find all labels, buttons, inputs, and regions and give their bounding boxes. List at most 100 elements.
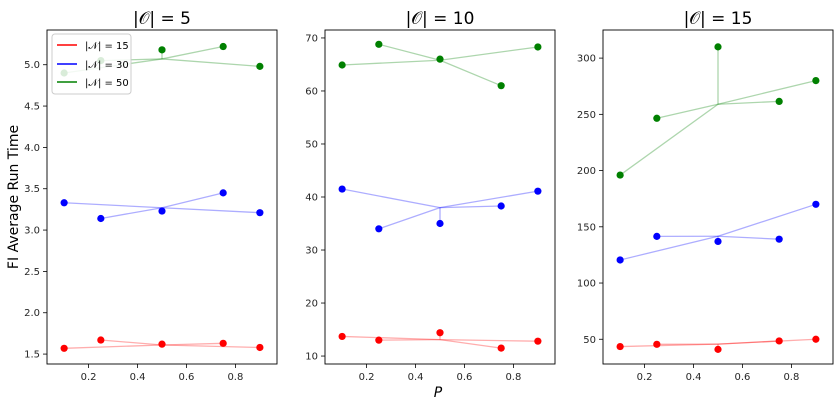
x-tick-label-o5-2: 0.6 xyxy=(179,372,195,383)
x-tick-label-o5-1: 0.4 xyxy=(130,372,146,383)
y-tick-label-o15-5: 300 xyxy=(577,54,596,65)
data-point-o10-n15-0 xyxy=(338,332,346,341)
y-tick-label-o10-2: 30 xyxy=(305,246,318,257)
data-point-o5-n15-2 xyxy=(158,340,166,348)
x-tick-label-o15-0: 0.2 xyxy=(637,372,653,383)
legend-label-n15: |𝒩| = 15 xyxy=(85,41,129,52)
data-point-o10-n15-1 xyxy=(375,336,383,344)
data-point-o10-n30-1 xyxy=(375,225,383,233)
series-line-o5-n50-4 xyxy=(161,58,260,68)
data-point-o15-n15-3 xyxy=(775,337,783,345)
panel-o10: |𝒪| = 10 0.2 0.4 0.6 0.8 10 20 30 40 50 60 70 xyxy=(305,9,556,383)
series-line-o5-n15-4 xyxy=(161,344,260,349)
series-line-o5-n30-4 xyxy=(161,207,260,214)
y-tick-label-o5-4: 3.5 xyxy=(24,184,40,195)
data-point-o5-n15-4 xyxy=(256,343,264,352)
x-tick-label-o5-3: 0.8 xyxy=(227,372,243,383)
data-point-o10-n50-3 xyxy=(497,82,505,90)
series-o15-n30 xyxy=(616,200,820,264)
data-point-o10-n50-1 xyxy=(375,40,383,48)
data-point-o15-n50-2 xyxy=(714,43,722,51)
data-point-o15-n15-0 xyxy=(616,342,624,351)
y-tick-label-o15-1: 100 xyxy=(577,279,596,290)
data-point-o15-n50-4 xyxy=(812,77,820,85)
data-point-o10-n30-3 xyxy=(497,202,505,210)
series-line-o10-n30-4 xyxy=(439,190,538,209)
panel-title-o5: |𝒪| = 5 xyxy=(133,9,191,29)
data-point-o15-n30-3 xyxy=(775,235,783,243)
x-axis-label: P xyxy=(434,385,443,401)
data-point-o5-n30-2 xyxy=(158,207,166,215)
data-point-o5-n30-3 xyxy=(219,189,227,197)
series-line-o15-n50-1 xyxy=(656,103,719,119)
data-point-o5-n30-1 xyxy=(97,214,105,223)
y-tick-label-o5-2: 2.5 xyxy=(24,267,40,278)
series-line-o15-n15-0 xyxy=(620,343,719,348)
series-line-o15-n50-4 xyxy=(717,79,817,105)
series-o5-n30 xyxy=(60,189,264,223)
plot-frame-o5 xyxy=(46,29,278,365)
x-tick-label-o10-0: 0.2 xyxy=(359,372,375,383)
series-o15-n50 xyxy=(616,43,820,179)
data-point-o10-n15-2 xyxy=(436,329,444,337)
legend-box xyxy=(51,33,132,95)
x-tick-label-o10-2: 0.6 xyxy=(457,372,473,383)
panels: |𝒪| = 5 0.2 0.4 0.6 0.8 1.5 2.0 2.5 3.0 3.5 4.0 4.5… xyxy=(24,9,834,383)
series-line-o15-n30-4 xyxy=(717,203,817,237)
y-tick-label-o10-4: 50 xyxy=(305,139,318,150)
series-line-o10-n50-4 xyxy=(439,46,538,61)
data-point-o10-n30-2 xyxy=(436,219,444,228)
data-point-o10-n15-4 xyxy=(534,337,542,345)
legend-label-n50: |𝒩| = 50 xyxy=(85,78,129,89)
data-point-o15-n15-4 xyxy=(812,335,820,343)
series-line-o5-n30-0 xyxy=(64,202,163,209)
series-line-o10-n50-1 xyxy=(378,43,441,61)
data-point-o5-n50-4 xyxy=(256,62,264,70)
y-tick-label-o10-6: 70 xyxy=(305,33,318,44)
panel-title-o15: |𝒪| = 15 xyxy=(684,9,753,29)
series-line-o15-n50-0 xyxy=(619,103,719,176)
series-line-o10-n15-3 xyxy=(439,338,502,349)
x-tick-label-o15-3: 0.8 xyxy=(783,372,799,383)
data-point-o15-n30-2 xyxy=(714,237,722,246)
series-line-o5-n50-3 xyxy=(161,45,224,60)
plot-frame-o10 xyxy=(324,29,556,365)
data-point-o10-n50-2 xyxy=(436,55,444,63)
series-line-o15-n50-3 xyxy=(717,100,780,105)
y-tick-label-o5-6: 4.5 xyxy=(24,102,40,113)
series-line-o5-n15-1 xyxy=(100,339,163,346)
legend-label-n30: |𝒩| = 30 xyxy=(85,60,129,71)
data-point-o5-n50-3 xyxy=(219,42,227,51)
series-o10-n30 xyxy=(338,185,542,233)
series-line-o10-n15-1 xyxy=(378,338,441,341)
panel-title-o10: |𝒪| = 10 xyxy=(406,9,475,29)
data-point-o15-n50-3 xyxy=(775,97,783,106)
data-point-o10-n15-3 xyxy=(497,344,505,352)
data-point-o15-n15-1 xyxy=(653,340,661,348)
data-point-o5-n30-4 xyxy=(256,209,264,217)
legend: |𝒩| = 15 |𝒩| = 30 |𝒩| = 50 xyxy=(51,33,132,95)
y-tick-label-o5-3: 3.0 xyxy=(24,226,40,237)
y-tick-label-o15-4: 250 xyxy=(577,110,596,121)
x-tick-label-o15-1: 0.4 xyxy=(686,372,702,383)
y-tick-label-o15-0: 50 xyxy=(583,335,596,346)
x-tick-label-o10-1: 0.4 xyxy=(408,372,424,383)
data-point-o15-n30-4 xyxy=(812,200,820,208)
y-axis-label: FI Average Run Time xyxy=(6,125,22,269)
series-line-o15-n30-3 xyxy=(717,235,780,240)
series-line-o10-n15-0 xyxy=(342,335,441,341)
x-tick-label-o15-2: 0.6 xyxy=(735,372,751,383)
data-point-o15-n15-2 xyxy=(714,345,722,353)
plot-frame-o15 xyxy=(602,29,834,365)
series-line-o10-n15-4 xyxy=(439,338,538,342)
data-point-o10-n30-4 xyxy=(534,187,542,195)
data-point-o15-n50-1 xyxy=(653,114,661,122)
y-tick-label-o5-1: 2.0 xyxy=(24,308,40,319)
y-tick-label-o5-7: 5.0 xyxy=(24,60,40,71)
data-point-o5-n15-1 xyxy=(97,336,105,344)
y-tick-label-o10-5: 60 xyxy=(305,86,318,97)
series-line-o10-n50-3 xyxy=(439,59,502,87)
y-tick-label-o10-0: 10 xyxy=(305,352,318,363)
y-tick-label-o15-3: 200 xyxy=(577,166,596,177)
